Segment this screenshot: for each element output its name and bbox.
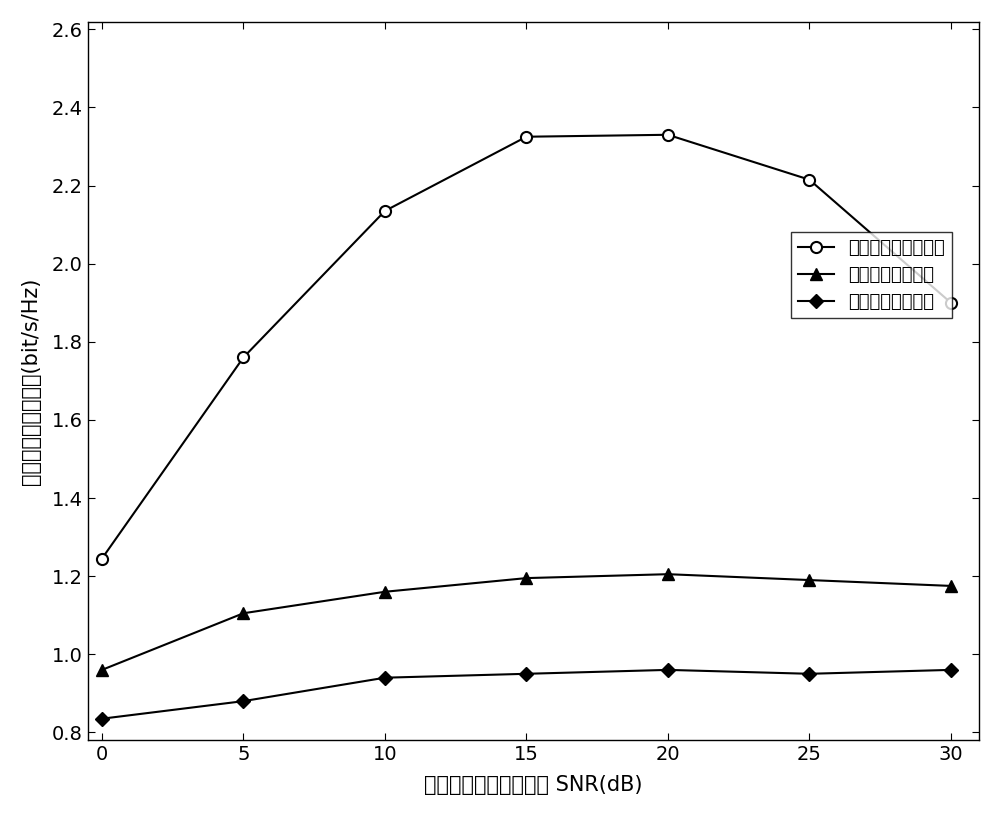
Y-axis label: 每用户平均频谱效率(bit/s/Hz): 每用户平均频谱效率(bit/s/Hz) <box>21 277 41 485</box>
经典导频时移方案 <box>237 609 249 619</box>
经典导频对齐方案 <box>379 673 391 683</box>
Line: 经典导频时移方案: 经典导频时移方案 <box>96 568 957 676</box>
提出的导频时移方案 <box>237 353 249 362</box>
提出的导频时移方案 <box>96 554 108 564</box>
经典导频时移方案 <box>945 581 957 591</box>
经典导频对齐方案 <box>662 665 674 675</box>
经典导频时移方案 <box>662 570 674 579</box>
经典导频时移方案 <box>520 573 532 583</box>
提出的导频时移方案 <box>379 206 391 216</box>
经典导频对齐方案 <box>520 669 532 679</box>
提出的导频时移方案 <box>945 298 957 308</box>
Line: 提出的导频时移方案: 提出的导频时移方案 <box>96 129 956 564</box>
经典导频对齐方案 <box>237 696 249 706</box>
经典导频时移方案 <box>803 575 815 585</box>
Line: 经典导频对齐方案: 经典导频对齐方案 <box>97 665 956 724</box>
Legend: 提出的导频时移方案, 经典导频时移方案, 经典导频对齐方案: 提出的导频时移方案, 经典导频时移方案, 经典导频对齐方案 <box>791 232 952 318</box>
经典导频时移方案 <box>96 665 108 675</box>
提出的导频时移方案 <box>803 175 815 184</box>
提出的导频时移方案 <box>662 130 674 140</box>
经典导频对齐方案 <box>96 714 108 724</box>
经典导频对齐方案 <box>945 665 957 675</box>
提出的导频时移方案 <box>520 132 532 142</box>
经典导频对齐方案 <box>803 669 815 679</box>
X-axis label: 小区边缘用户下行数据 SNR(dB): 小区边缘用户下行数据 SNR(dB) <box>424 775 643 795</box>
经典导频时移方案 <box>379 587 391 596</box>
